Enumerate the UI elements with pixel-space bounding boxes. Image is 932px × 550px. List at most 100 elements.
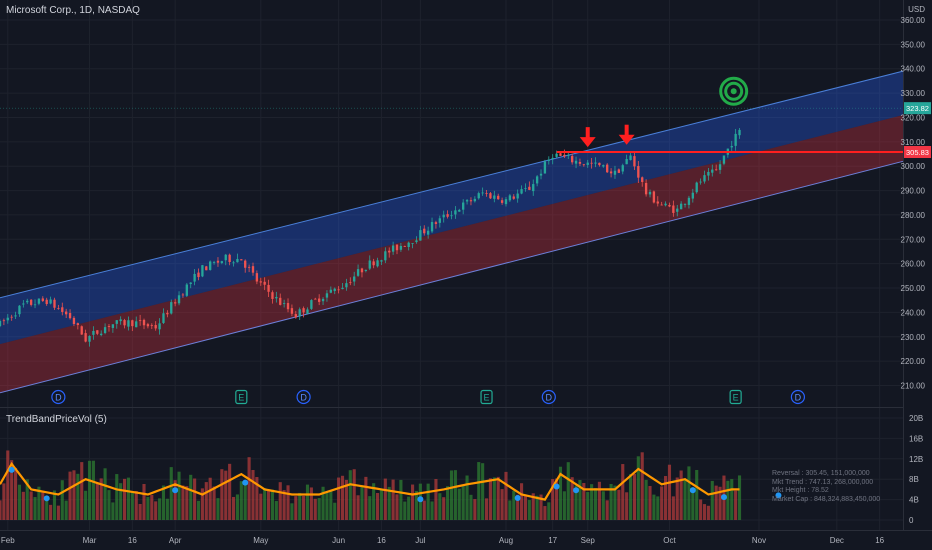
volume-bar [547, 502, 551, 520]
volume-bar [68, 471, 72, 520]
candle-body [170, 302, 173, 314]
candle-body [232, 262, 235, 264]
dividend-event-icon[interactable]: D [296, 389, 311, 405]
candle-body [57, 308, 60, 310]
candle-body [302, 308, 305, 313]
candle-body [14, 315, 17, 317]
volume-bar [399, 479, 403, 520]
volume-bar [477, 462, 481, 520]
volume-bar [76, 473, 80, 520]
candle-body [672, 205, 675, 213]
volume-bar [212, 486, 216, 520]
x-tick-label: Nov [752, 536, 766, 545]
target-icon [719, 76, 749, 106]
candle-body [267, 284, 270, 292]
y-tick-label: 360.00 [901, 16, 926, 25]
event-badge [541, 389, 556, 405]
candle-body [271, 292, 274, 299]
volume-bar [453, 470, 457, 520]
volume-bar [500, 489, 504, 520]
volume-bar [469, 494, 473, 520]
candle-body [22, 303, 25, 305]
candle-body [111, 324, 115, 328]
resistance-price-tag: 305.83 [904, 145, 931, 158]
dividend-event-icon[interactable]: D [541, 389, 556, 405]
dividend-event-icon[interactable]: D [790, 389, 806, 405]
volume-bar [270, 489, 275, 520]
volume-bar [204, 482, 208, 520]
dividend-event-icon[interactable]: D [51, 389, 66, 405]
volume-bar [216, 498, 220, 520]
volume-marker [720, 494, 727, 501]
volume-bar [56, 505, 60, 520]
volume-bar [251, 470, 255, 520]
volume-bar [488, 478, 492, 520]
volume-bar [274, 501, 278, 520]
volume-bar [562, 491, 566, 520]
candle-body [423, 228, 426, 234]
earnings-event-icon[interactable]: E [729, 389, 742, 405]
volume-bar [734, 490, 738, 520]
indicator-legend: Reversal : 305.45, 151,000,000 Mkt Trend… [772, 470, 880, 504]
event-badge [235, 389, 248, 405]
candle-body [220, 261, 224, 264]
candle-body [279, 297, 282, 305]
x-tick-label: Dec [830, 536, 844, 545]
volume-bar [344, 479, 348, 520]
x-tick-label: 16 [875, 536, 884, 545]
volume-bar [383, 478, 387, 520]
volume-bar [387, 486, 391, 520]
candle-body [310, 300, 313, 309]
candle-body [485, 193, 488, 194]
volume-bar [679, 470, 683, 520]
event-badge [790, 389, 806, 405]
candle-body [637, 166, 640, 178]
volume-bar [193, 478, 197, 520]
x-tick-label: Jun [332, 536, 345, 545]
candle-body [189, 282, 192, 285]
volume-bar [158, 498, 162, 520]
candle-body [314, 298, 317, 300]
candle-body [547, 159, 550, 161]
volume-bar [177, 471, 181, 520]
earnings-event-icon[interactable]: E [235, 389, 248, 405]
candle-body [738, 129, 741, 136]
candle-body [49, 299, 52, 304]
candle-body [668, 204, 671, 207]
y-tick-label: 250.00 [901, 284, 926, 293]
candle-body [407, 242, 410, 248]
candle-body [504, 199, 508, 205]
volume-bar [235, 494, 239, 520]
x-tick-label: Sep [581, 536, 596, 545]
candle-body [430, 222, 434, 232]
volume-bar [710, 480, 714, 520]
candle-body [539, 173, 543, 176]
y-tick-label: 280.00 [901, 211, 926, 220]
volume-bar [516, 494, 520, 520]
lower-band-line [0, 160, 904, 394]
candle-body [364, 269, 368, 271]
volume-bar [146, 497, 150, 520]
event-label: D [546, 393, 553, 403]
event-badge [296, 389, 311, 405]
volume-bar [590, 484, 594, 520]
volume-bar [660, 486, 664, 520]
candle-body [722, 155, 726, 164]
candle-body [707, 171, 710, 176]
volume-bar [64, 500, 68, 520]
candle-body [282, 303, 286, 304]
candle-body [131, 320, 134, 327]
candle-body [473, 198, 477, 202]
candle-body [446, 214, 449, 217]
volume-marker [775, 492, 782, 499]
candle-body [469, 200, 473, 202]
event-badge [51, 389, 66, 405]
candle-body [633, 156, 636, 167]
indicator-title[interactable]: TrendBandPriceVol (5) [6, 414, 107, 425]
volume-bar [593, 487, 598, 520]
candle-body [10, 316, 13, 318]
earnings-event-icon[interactable]: E [480, 389, 493, 405]
chart-title[interactable]: Microsoft Corp., 1D, NASDAQ [6, 5, 140, 16]
